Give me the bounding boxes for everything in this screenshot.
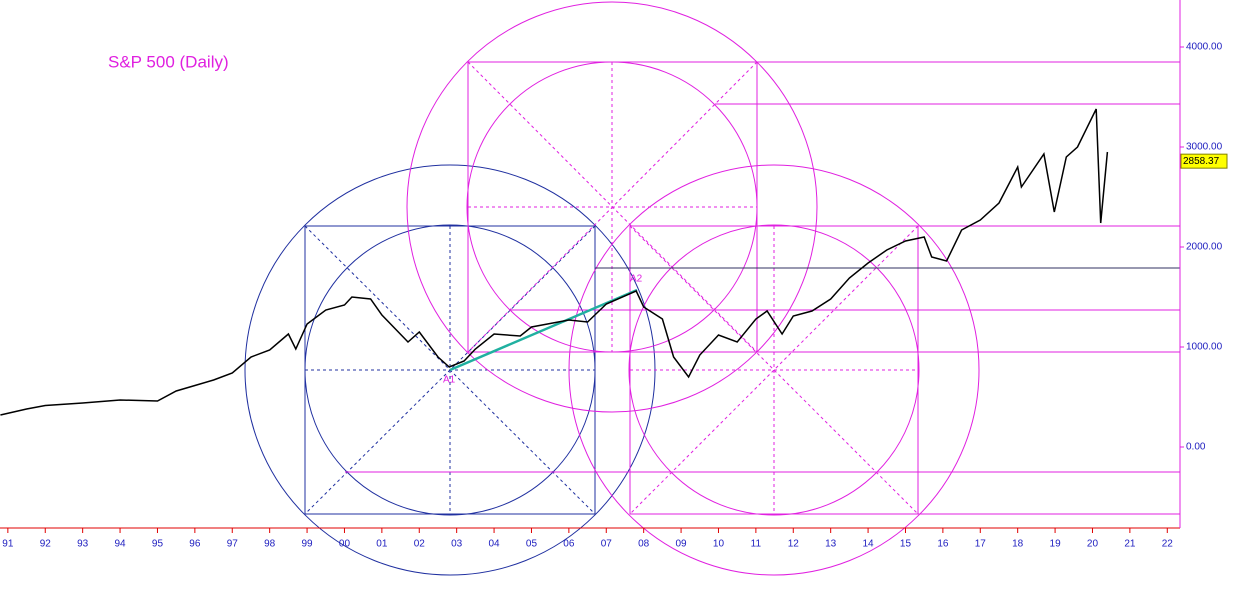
x-tick-label: 93 [77, 539, 89, 550]
x-tick-label: 20 [1087, 539, 1099, 550]
x-tick-label: 03 [451, 539, 463, 550]
annotation: A1 [443, 375, 456, 386]
y-tick-label: 0.00 [1186, 442, 1206, 453]
last-value-label: 2858.37 [1183, 156, 1220, 167]
price-line [0, 108, 1109, 416]
x-tick-label: 14 [863, 539, 875, 550]
y-tick-label: 4000.00 [1186, 42, 1223, 53]
x-tick-label: 96 [189, 539, 201, 550]
x-tick-label: 13 [825, 539, 837, 550]
x-tick-label: 99 [301, 539, 313, 550]
x-tick-label: 12 [788, 539, 800, 550]
x-tick-label: 02 [414, 539, 426, 550]
x-tick-label: 94 [114, 539, 126, 550]
x-tick-label: 22 [1162, 539, 1174, 550]
last-value-box [1180, 153, 1228, 169]
x-tick-label: 06 [563, 539, 575, 550]
x-tick-label: 21 [1124, 539, 1136, 550]
x-tick-label: 15 [900, 539, 912, 550]
x-tick-label: 04 [489, 539, 501, 550]
x-tick-label: 09 [676, 539, 688, 550]
geometric-overlay [244, 1, 1180, 576]
x-tick-label: 00 [339, 539, 351, 550]
x-tick-label: 19 [1050, 539, 1062, 550]
x-tick-label: 98 [264, 539, 276, 550]
x-tick-label: 97 [227, 539, 239, 550]
x-tick-label: 05 [526, 539, 538, 550]
chart-title: S&P 500 (Daily) [108, 52, 229, 71]
x-tick-label: 07 [601, 539, 613, 550]
x-tick-label: 08 [638, 539, 650, 550]
annotation: A2 [630, 274, 643, 285]
x-tick-label: 95 [152, 539, 164, 550]
y-tick-label: 1000.00 [1186, 342, 1223, 353]
x-tick-label: 91 [2, 539, 14, 550]
y-tick-label: 3000.00 [1186, 142, 1223, 153]
x-tick-label: 92 [40, 539, 52, 550]
x-tick-label: 16 [937, 539, 949, 550]
x-tick-label: 10 [713, 539, 725, 550]
x-tick-label: 11 [751, 539, 762, 550]
x-tick-label: 18 [1012, 539, 1024, 550]
y-tick-label: 2000.00 [1186, 242, 1223, 253]
x-tick-label: 17 [975, 539, 987, 550]
x-tick-label: 01 [376, 539, 388, 550]
